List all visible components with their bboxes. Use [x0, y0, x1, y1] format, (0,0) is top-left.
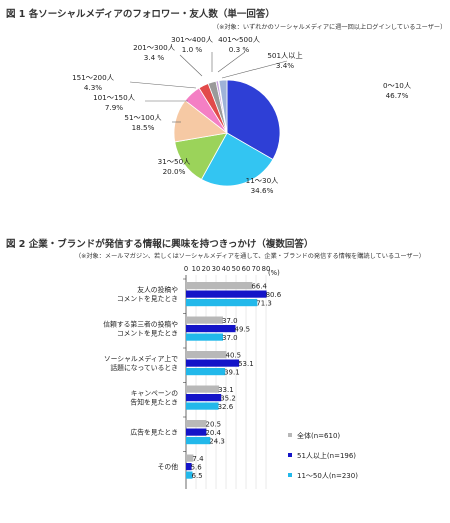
legend-label: 11～50人(n=230)	[297, 472, 358, 480]
bar-value-label: 39.1	[224, 368, 240, 376]
bar-chart: 0 10 20 30 40 50 60 70 80(%)友人の投稿やコメントを見たとき66.48…	[103, 265, 358, 489]
legend-swatch	[288, 433, 292, 437]
pie-slice	[218, 79, 228, 134]
bar-value-label: 20.5	[206, 420, 222, 428]
bar-value-label: 6.5	[192, 472, 203, 480]
x-tick-label: 40	[222, 265, 231, 273]
legend-label: 51人以上(n=196)	[297, 451, 356, 460]
bar	[186, 299, 258, 307]
bar-value-label: 49.5	[235, 325, 251, 333]
bar	[186, 282, 253, 290]
pie-slice-label: 501人以上	[267, 51, 302, 60]
bar	[186, 290, 267, 298]
legend-swatch	[288, 473, 292, 477]
bar	[186, 402, 219, 410]
category-label: コメントを見たとき	[117, 330, 178, 338]
pie-slice-value: 0.3 %	[229, 45, 250, 54]
x-tick-label: 30	[212, 265, 221, 273]
pie-slice-value: 4.3%	[84, 83, 102, 92]
bar	[186, 428, 207, 436]
bar-value-label: 80.6	[266, 291, 282, 299]
category-label: 信頼する第三者の投稿や	[103, 320, 178, 329]
bar-value-label: 5.6	[191, 463, 203, 471]
pie-slice-label: 201～300人	[133, 43, 175, 52]
bar	[186, 316, 223, 324]
bar-value-label: 71.3	[256, 299, 272, 307]
figure1-title: 図 1 各ソーシャルメディアのフォロワー・友人数（単一回答）	[6, 9, 275, 20]
category-label: 友人の投稿や	[137, 285, 178, 294]
bar	[186, 471, 193, 479]
bar-value-label: 37.0	[222, 317, 238, 325]
pie-slice-value: 3.4%	[276, 61, 294, 70]
bar-value-label: 37.0	[222, 334, 238, 342]
pie-slice-label: 401～500人	[218, 35, 260, 44]
pie-slice-label: 0～10人	[383, 81, 411, 90]
figure2-note: （※対象：メールマガジン、若しくはソーシャルメディアを通して、企業・ブランドの発…	[75, 253, 425, 260]
pie-slice-value: 18.5%	[132, 123, 155, 132]
x-tick-label: 10	[192, 265, 201, 273]
figure1-note: （※対象：いずれかのソーシャルメディアに週一回以上ログインしているユーザー）	[213, 24, 447, 31]
bar-value-label: 32.6	[218, 403, 234, 411]
pie-slice-value: 46.7%	[386, 91, 409, 100]
bar	[186, 325, 236, 333]
pie-leader-line	[221, 60, 288, 79]
bar	[186, 368, 226, 376]
bar	[186, 420, 207, 428]
category-label: キャンペーンの	[131, 390, 178, 398]
category-label: 広告を見たとき	[130, 428, 178, 437]
axis-unit: (%)	[268, 269, 280, 277]
bar	[186, 437, 211, 445]
bar-value-label: 35.2	[220, 394, 236, 402]
bar-value-label: 7.4	[192, 455, 204, 463]
pie-slice-value: 20.0%	[163, 167, 186, 176]
x-tick-label: 60	[242, 265, 251, 273]
pie-slice-value: 7.9%	[105, 103, 123, 112]
x-tick-label: 20	[202, 265, 211, 273]
pie-chart: 0～10人46.7%11～30人34.6%31～50人20.0%51～100人1…	[72, 35, 411, 195]
pie-slice-value: 34.6%	[251, 186, 274, 195]
pie-slice	[200, 132, 274, 187]
category-label: ソーシャルメディア上で	[104, 354, 178, 363]
bar-value-label: 53.1	[238, 360, 254, 368]
pie-slice-label: 151～200人	[72, 73, 114, 82]
bar-value-label: 20.4	[205, 429, 221, 437]
pie-slice	[226, 79, 281, 161]
pie-slice-label: 11～30人	[246, 176, 279, 185]
pie-slice-label: 31～50人	[158, 157, 191, 166]
bar-value-label: 66.4	[251, 282, 267, 290]
bar	[186, 394, 222, 402]
x-tick-label: 50	[232, 265, 241, 273]
pie-leader-line	[129, 81, 197, 89]
bar	[186, 351, 227, 359]
legend-swatch	[288, 453, 292, 457]
pie-slice-label: 301～400人	[171, 35, 213, 44]
bar	[186, 333, 223, 341]
x-tick-label: 0	[184, 265, 188, 273]
category-label: 話題になっているとき	[110, 363, 178, 372]
pie-slice-value: 3.4 %	[144, 53, 165, 62]
legend-label: 全体(n=610)	[297, 431, 340, 440]
bar-value-label: 24.3	[209, 437, 225, 445]
figure2-title: 図 2 企業・ブランドが発信する情報に興味を持つきっかけ（複数回答）	[6, 239, 314, 250]
bar	[186, 454, 194, 462]
pie-slice-label: 51～100人	[124, 113, 161, 122]
pie-leader-line	[179, 54, 203, 77]
x-tick-label: 70	[252, 265, 261, 273]
bar-value-label: 40.5	[226, 351, 242, 359]
category-label: コメントを見たとき	[117, 295, 178, 303]
bar-value-label: 33.1	[218, 386, 234, 394]
pie-slice-label: 101～150人	[93, 93, 135, 102]
x-tick-label: 80	[262, 265, 271, 273]
bar	[186, 385, 220, 393]
category-label: 告知を見たとき	[130, 398, 178, 407]
category-label: その他	[158, 462, 179, 471]
bar	[186, 463, 192, 471]
pie-slice-value: 1.0 %	[182, 45, 203, 54]
pie-leader-line	[217, 51, 246, 73]
bar	[186, 359, 240, 367]
